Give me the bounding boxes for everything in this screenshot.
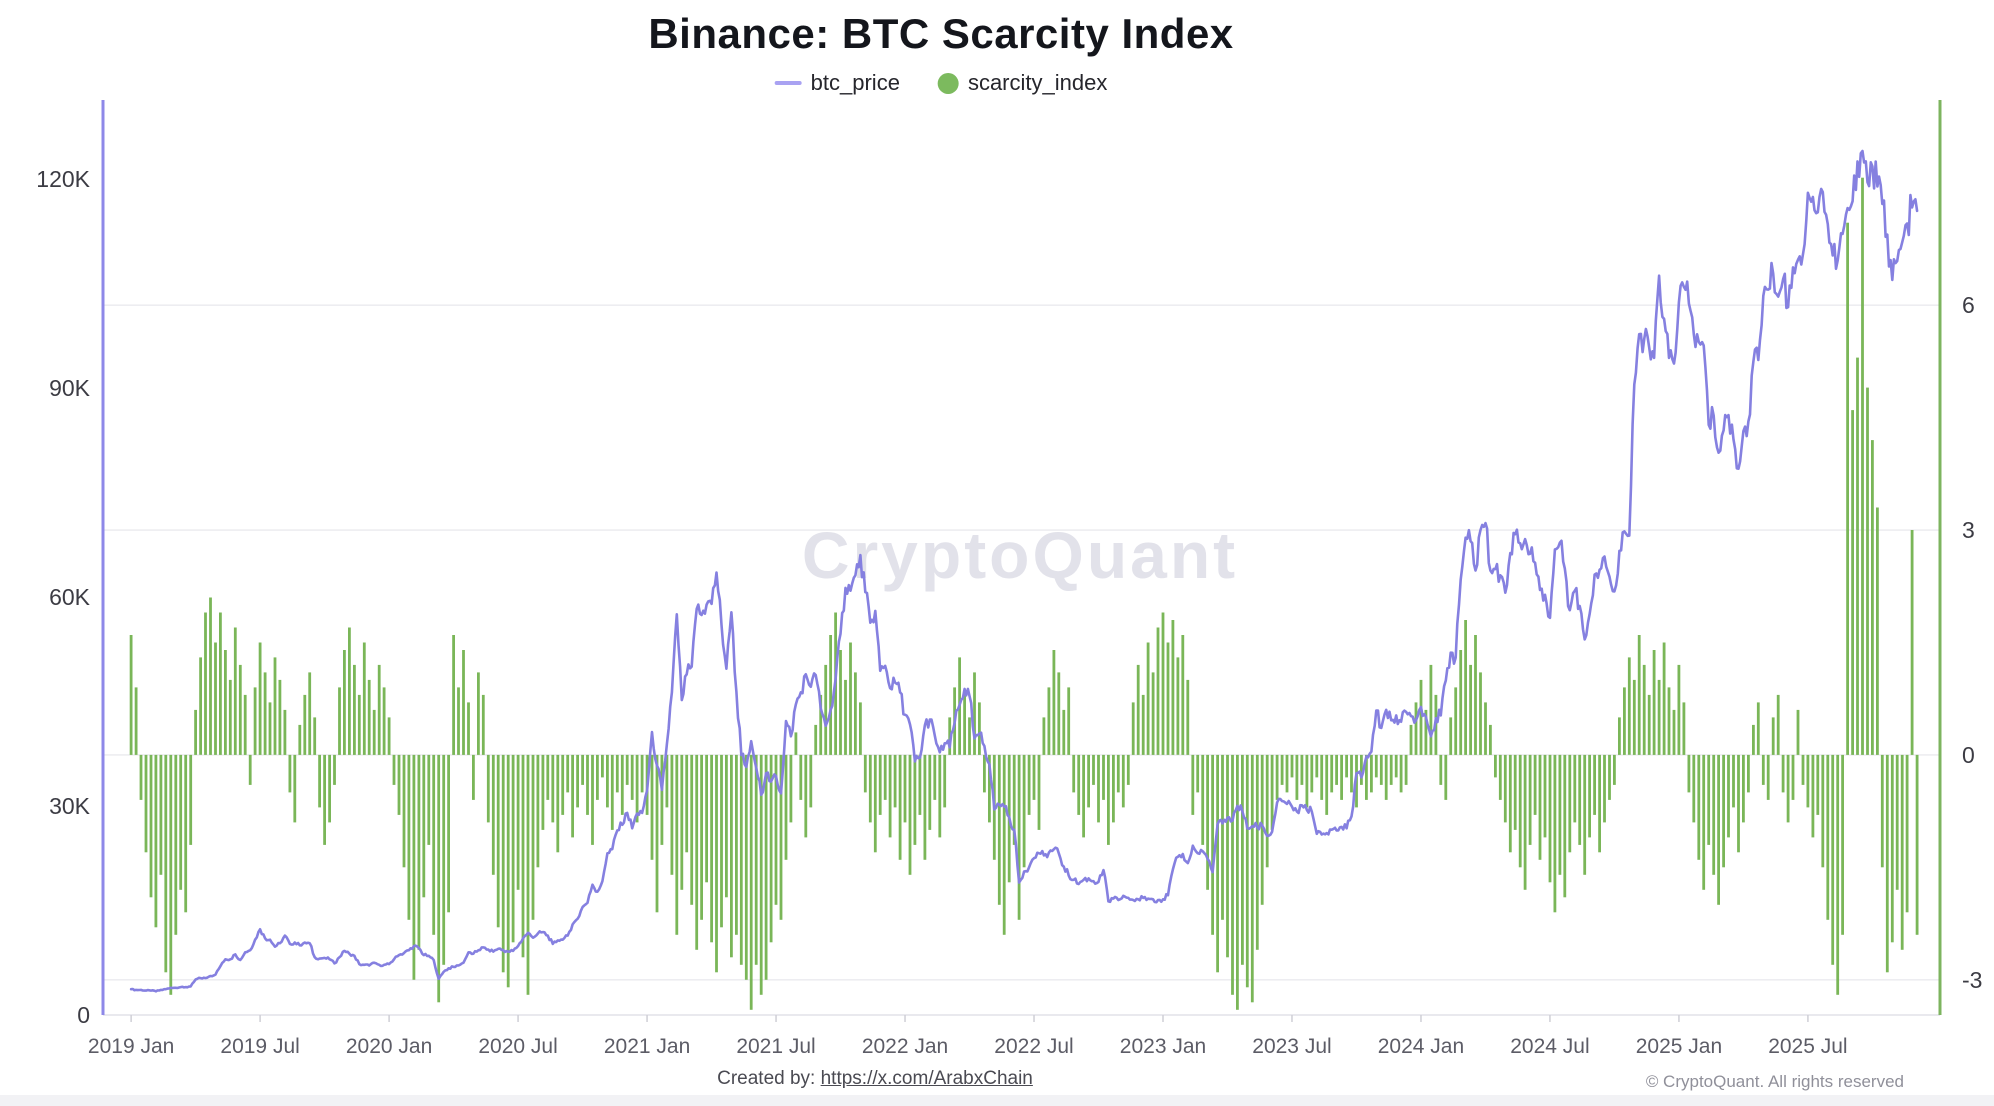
right-tick-label: 0 xyxy=(1962,742,1975,768)
creator-link[interactable]: https://x.com/ArabxChain xyxy=(820,1068,1033,1089)
line-swatch-icon xyxy=(774,81,802,85)
right-tick-label: -3 xyxy=(1962,967,1982,993)
legend-item-scarcity-index[interactable]: scarcity_index xyxy=(937,70,1108,96)
chart-title: Binance: BTC Scarcity Index xyxy=(648,10,1234,57)
left-tick-label: 120K xyxy=(36,166,90,192)
x-tick-label: 2023 Jul xyxy=(1252,1035,1331,1058)
right-tick-label: 3 xyxy=(1962,517,1975,543)
left-tick-label: 30K xyxy=(49,793,91,819)
right-axis-labels: 6 3 0 -3 xyxy=(1962,292,1982,993)
left-tick-label: 90K xyxy=(49,375,91,401)
legend-item-btc-price[interactable]: btc_price xyxy=(774,70,900,96)
x-tick-label: 2020 Jul xyxy=(478,1035,557,1058)
x-axis-labels: 2019 Jan 2019 Jul 2020 Jan 2020 Jul 2021 Jan… xyxy=(88,1035,1848,1058)
dot-swatch-icon xyxy=(937,72,959,94)
footer-strip xyxy=(0,1095,1994,1106)
x-axis xyxy=(103,1014,1940,1022)
x-tick-label: 2021 Jul xyxy=(736,1035,815,1058)
x-tick-label: 2025 Jul xyxy=(1768,1035,1847,1058)
x-tick-label: 2021 Jan xyxy=(604,1035,690,1058)
x-tick-label: 2019 Jan xyxy=(88,1035,174,1058)
created-by-prefix: Created by: xyxy=(717,1068,821,1089)
created-by: Created by: https://x.com/ArabxChain xyxy=(717,1068,1033,1090)
copyright-notice: © CryptoQuant. All rights reserved xyxy=(1645,1072,1904,1091)
left-tick-label: 60K xyxy=(49,584,91,610)
x-tick-label: 2020 Jan xyxy=(346,1035,432,1058)
x-tick-label: 2022 Jan xyxy=(862,1035,948,1058)
left-axis-labels: 0 30K 60K 90K 120K xyxy=(36,166,90,1028)
left-tick-label: 0 xyxy=(77,1002,90,1028)
watermark-layer: CryptoQuant xyxy=(802,518,1238,592)
x-tick-label: 2019 Jul xyxy=(220,1035,299,1058)
btc-price-line xyxy=(129,149,1919,993)
x-tick-label: 2023 Jan xyxy=(1120,1035,1206,1058)
legend: btc_price scarcity_index xyxy=(774,70,1108,96)
legend-label: scarcity_index xyxy=(967,70,1108,95)
x-tick-label: 2024 Jul xyxy=(1510,1035,1589,1058)
right-tick-label: 6 xyxy=(1962,292,1975,318)
x-tick-label: 2022 Jul xyxy=(994,1035,1073,1058)
watermark: CryptoQuant xyxy=(802,518,1238,592)
x-tick-label: 2025 Jan xyxy=(1636,1035,1722,1058)
legend-label: btc_price xyxy=(810,70,900,95)
scarcity-bars xyxy=(129,177,1919,1010)
x-tick-label: 2024 Jan xyxy=(1378,1035,1464,1058)
